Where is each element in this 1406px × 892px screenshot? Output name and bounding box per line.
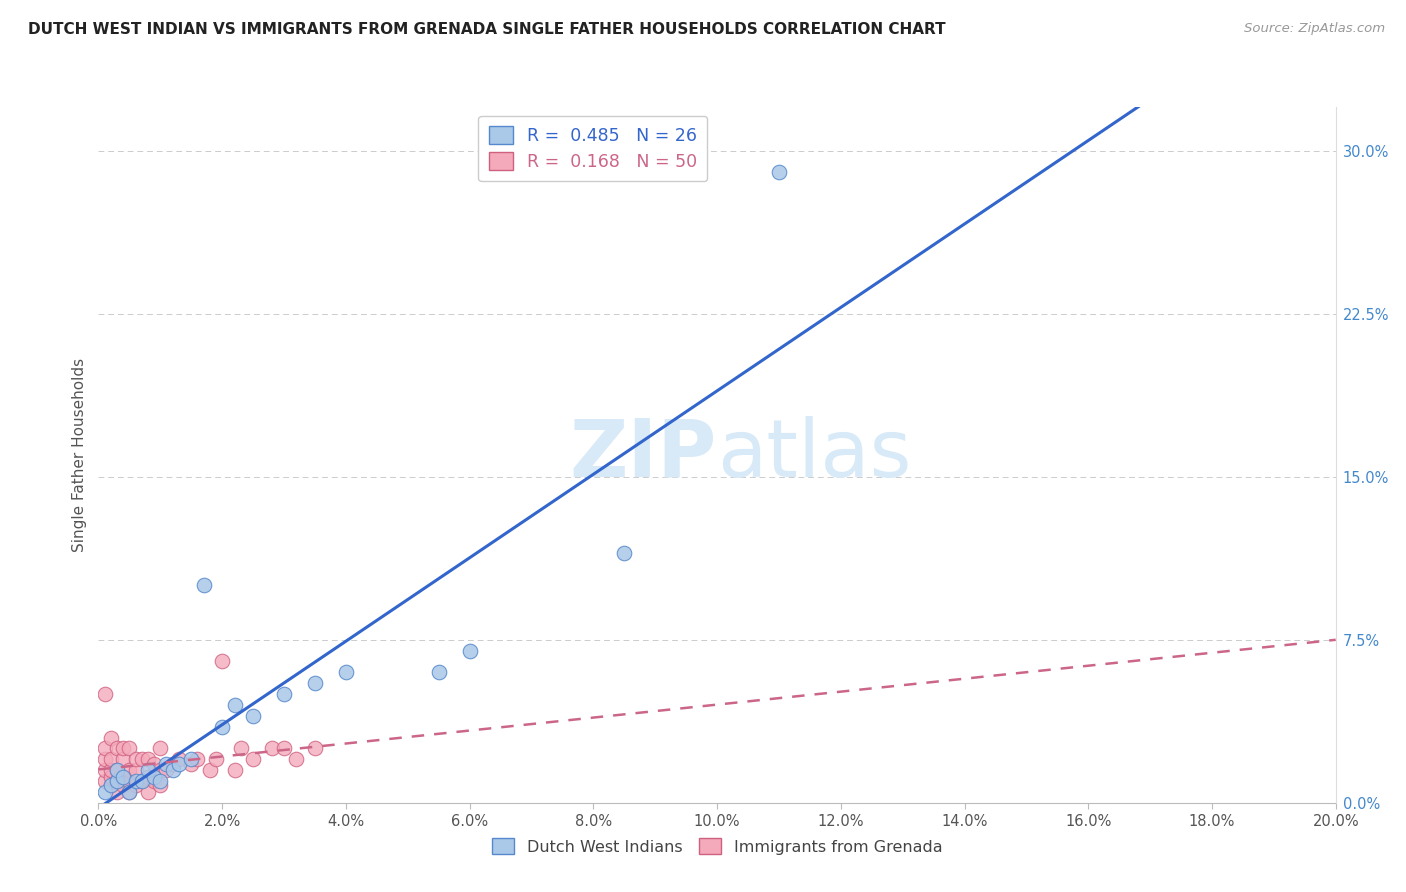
Point bbox=[143, 770, 166, 784]
Point bbox=[131, 752, 153, 766]
Point bbox=[93, 741, 115, 756]
Point bbox=[149, 774, 172, 789]
Text: Source: ZipAtlas.com: Source: ZipAtlas.com bbox=[1244, 22, 1385, 36]
Point bbox=[304, 676, 326, 690]
Point bbox=[162, 756, 184, 771]
Point bbox=[149, 741, 172, 756]
Point bbox=[285, 752, 308, 766]
Legend: Dutch West Indians, Immigrants from Grenada: Dutch West Indians, Immigrants from Gren… bbox=[485, 831, 949, 861]
Point bbox=[112, 752, 135, 766]
Point bbox=[105, 774, 128, 789]
Point bbox=[112, 770, 135, 784]
Point bbox=[93, 687, 115, 701]
Point bbox=[211, 655, 233, 669]
Point bbox=[211, 720, 233, 734]
Point bbox=[118, 763, 141, 777]
Point bbox=[224, 763, 246, 777]
Point bbox=[131, 774, 153, 789]
Point bbox=[335, 665, 357, 680]
Point bbox=[100, 770, 122, 784]
Point bbox=[273, 687, 295, 701]
Point bbox=[131, 774, 153, 789]
Point bbox=[136, 770, 159, 784]
Point bbox=[229, 741, 252, 756]
Point bbox=[198, 763, 221, 777]
Point bbox=[124, 778, 146, 792]
Point bbox=[155, 763, 177, 777]
Point bbox=[100, 778, 122, 792]
Point bbox=[143, 756, 166, 771]
Point bbox=[118, 774, 141, 789]
Point bbox=[112, 741, 135, 756]
Point bbox=[112, 778, 135, 792]
Point bbox=[613, 546, 636, 560]
Point bbox=[124, 763, 146, 777]
Point bbox=[136, 785, 159, 799]
Point bbox=[118, 785, 141, 799]
Point bbox=[273, 741, 295, 756]
Point bbox=[458, 643, 481, 657]
Point bbox=[155, 756, 177, 771]
Point bbox=[304, 741, 326, 756]
Point bbox=[193, 578, 215, 592]
Point bbox=[136, 763, 159, 777]
Point bbox=[242, 708, 264, 723]
Point bbox=[768, 165, 790, 179]
Point bbox=[105, 785, 128, 799]
Point bbox=[112, 770, 135, 784]
Point bbox=[186, 752, 208, 766]
Point bbox=[224, 698, 246, 712]
Point bbox=[93, 785, 115, 799]
Point bbox=[100, 752, 122, 766]
Point bbox=[180, 752, 202, 766]
Point bbox=[93, 774, 115, 789]
Point bbox=[124, 752, 146, 766]
Point bbox=[93, 752, 115, 766]
Point bbox=[260, 741, 283, 756]
Point bbox=[180, 756, 202, 771]
Point bbox=[143, 774, 166, 789]
Point bbox=[167, 756, 190, 771]
Point bbox=[205, 752, 228, 766]
Point bbox=[162, 763, 184, 777]
Point bbox=[427, 665, 450, 680]
Text: ZIP: ZIP bbox=[569, 416, 717, 494]
Point bbox=[100, 778, 122, 792]
Text: DUTCH WEST INDIAN VS IMMIGRANTS FROM GRENADA SINGLE FATHER HOUSEHOLDS CORRELATIO: DUTCH WEST INDIAN VS IMMIGRANTS FROM GRE… bbox=[28, 22, 946, 37]
Point bbox=[118, 785, 141, 799]
Point bbox=[105, 763, 128, 777]
Point bbox=[105, 741, 128, 756]
Point bbox=[149, 778, 172, 792]
Point bbox=[93, 763, 115, 777]
Point bbox=[118, 741, 141, 756]
Y-axis label: Single Father Households: Single Father Households bbox=[72, 358, 87, 552]
Point bbox=[242, 752, 264, 766]
Point bbox=[149, 763, 172, 777]
Point bbox=[100, 763, 122, 777]
Point bbox=[136, 752, 159, 766]
Point bbox=[100, 731, 122, 745]
Point bbox=[124, 774, 146, 789]
Point bbox=[105, 774, 128, 789]
Point bbox=[167, 752, 190, 766]
Text: atlas: atlas bbox=[717, 416, 911, 494]
Point bbox=[105, 763, 128, 777]
